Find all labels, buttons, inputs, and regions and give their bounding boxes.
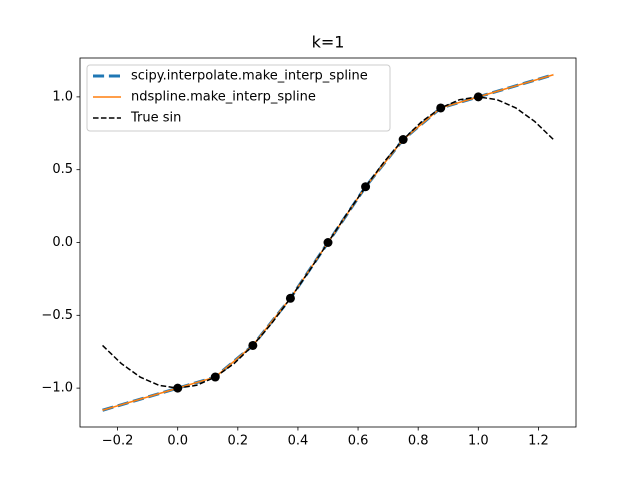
x-tick-label: −0.2: [102, 434, 134, 449]
y-tick-label: 0.5: [52, 162, 73, 177]
x-tick-label: 0.6: [348, 434, 369, 449]
data-point: [323, 238, 333, 247]
data-point: [473, 92, 483, 102]
data-point: [248, 340, 258, 350]
x-tick-label: 0.8: [408, 434, 429, 449]
legend: scipy.interpolate.make_interp_splinendsp…: [86, 64, 391, 132]
legend-box: [86, 64, 391, 132]
legend-label: True sin: [130, 111, 181, 126]
legend-label: scipy.interpolate.make_interp_spline: [131, 69, 368, 84]
data-point: [210, 372, 220, 382]
data-point: [173, 383, 183, 393]
y-tick-label: −1.0: [41, 381, 73, 396]
data-point: [285, 293, 295, 303]
plot-area: [102, 73, 554, 412]
x-tick-label: 0.0: [167, 434, 188, 449]
data-point: [436, 103, 446, 113]
chart-title: k=1: [312, 33, 345, 52]
axes-frame: [79, 57, 577, 428]
x-tick-label: 1.0: [468, 434, 489, 449]
y-tick-label: 0.0: [52, 235, 73, 250]
data-point: [398, 135, 408, 145]
legend-label: ndspline.make_interp_spline: [131, 90, 316, 105]
y-tick-label: −0.5: [41, 308, 73, 323]
y-tick-label: 1.0: [52, 89, 73, 104]
x-tick-label: 0.4: [288, 434, 309, 449]
x-tick-label: 0.2: [227, 434, 248, 449]
data-point: [361, 182, 371, 192]
x-tick-label: 1.2: [528, 434, 549, 449]
